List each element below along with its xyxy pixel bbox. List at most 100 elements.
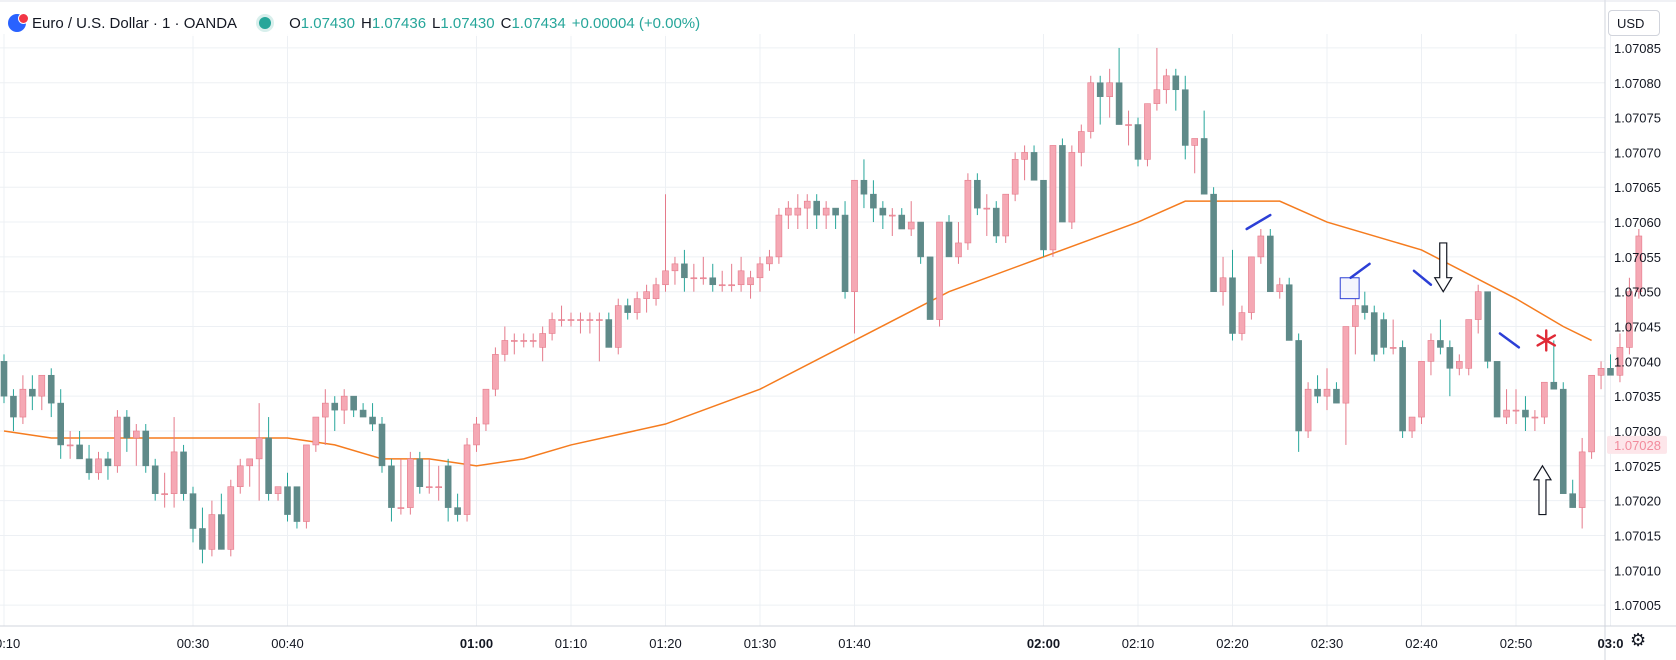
candle[interactable] bbox=[350, 395, 357, 418]
candle[interactable] bbox=[482, 388, 490, 431]
candle[interactable] bbox=[1569, 479, 1576, 508]
candle[interactable] bbox=[577, 312, 584, 334]
candle[interactable] bbox=[709, 263, 717, 292]
candle[interactable] bbox=[1333, 382, 1340, 404]
candle[interactable] bbox=[435, 465, 443, 501]
candle[interactable] bbox=[1134, 117, 1142, 167]
candle[interactable] bbox=[1418, 361, 1425, 425]
candle[interactable] bbox=[85, 444, 93, 480]
candle[interactable] bbox=[1541, 381, 1548, 425]
candle[interactable] bbox=[1200, 110, 1208, 195]
candle[interactable] bbox=[766, 249, 773, 271]
candle[interactable] bbox=[1616, 333, 1624, 383]
candle[interactable] bbox=[1068, 145, 1076, 230]
candle[interactable] bbox=[747, 270, 754, 299]
candle[interactable] bbox=[151, 458, 159, 501]
candle[interactable] bbox=[1399, 340, 1406, 438]
candle[interactable] bbox=[1550, 340, 1558, 390]
candle[interactable] bbox=[1437, 319, 1444, 355]
candle[interactable] bbox=[860, 159, 868, 209]
candle[interactable] bbox=[425, 458, 433, 494]
candle[interactable] bbox=[236, 458, 244, 494]
candle[interactable] bbox=[114, 410, 121, 473]
candle[interactable] bbox=[1323, 368, 1331, 411]
candle[interactable] bbox=[1635, 229, 1643, 299]
candle[interactable] bbox=[1106, 68, 1113, 118]
candle[interactable] bbox=[1276, 277, 1284, 299]
candle[interactable] bbox=[1503, 389, 1510, 425]
candle[interactable] bbox=[1172, 68, 1180, 111]
candle[interactable] bbox=[1456, 354, 1463, 376]
candle[interactable] bbox=[1370, 305, 1378, 362]
candle[interactable] bbox=[955, 222, 962, 264]
trend-line-drawing[interactable] bbox=[1245, 213, 1272, 231]
candle[interactable] bbox=[76, 430, 83, 460]
candle[interactable] bbox=[529, 333, 537, 348]
candle[interactable] bbox=[1125, 110, 1132, 146]
candle[interactable] bbox=[463, 437, 471, 522]
candle[interactable] bbox=[312, 416, 320, 452]
candle[interactable] bbox=[832, 207, 839, 230]
candle[interactable] bbox=[756, 256, 764, 292]
candle[interactable] bbox=[1030, 145, 1038, 181]
arrow-down-marker[interactable] bbox=[1433, 242, 1453, 293]
candle[interactable] bbox=[794, 194, 802, 230]
candle[interactable] bbox=[681, 249, 688, 292]
candle[interactable] bbox=[520, 333, 528, 348]
candle[interactable] bbox=[246, 458, 253, 487]
candle[interactable] bbox=[1304, 382, 1312, 438]
candle[interactable] bbox=[1163, 68, 1170, 104]
candle[interactable] bbox=[605, 312, 613, 348]
candle[interactable] bbox=[1248, 256, 1255, 320]
candle[interactable] bbox=[548, 312, 556, 341]
candle[interactable] bbox=[388, 458, 395, 522]
candle[interactable] bbox=[785, 201, 792, 230]
candle[interactable] bbox=[284, 472, 291, 522]
candle[interactable] bbox=[614, 298, 622, 355]
candle[interactable] bbox=[737, 256, 745, 292]
candle[interactable] bbox=[567, 312, 575, 327]
candle[interactable] bbox=[1512, 389, 1520, 425]
candle[interactable] bbox=[690, 263, 698, 292]
candle[interactable] bbox=[851, 179, 858, 334]
candle[interactable] bbox=[1408, 416, 1416, 438]
candle[interactable] bbox=[378, 417, 386, 473]
candle[interactable] bbox=[907, 201, 915, 236]
candle[interactable] bbox=[1474, 284, 1482, 334]
candle[interactable] bbox=[47, 368, 55, 418]
candle[interactable] bbox=[1096, 75, 1104, 125]
trend-line-drawing[interactable] bbox=[1349, 262, 1371, 280]
candle[interactable] bbox=[841, 201, 849, 299]
candle[interactable] bbox=[879, 201, 887, 230]
candle[interactable] bbox=[10, 389, 17, 431]
candle[interactable] bbox=[180, 444, 187, 501]
candle[interactable] bbox=[454, 493, 461, 522]
candle[interactable] bbox=[917, 221, 924, 264]
candle[interactable] bbox=[1153, 47, 1161, 111]
candle[interactable] bbox=[1314, 375, 1321, 404]
candle[interactable] bbox=[95, 451, 102, 480]
symbol-title[interactable]: Euro / U.S. Dollar · 1 · OANDA bbox=[32, 14, 238, 32]
candle[interactable] bbox=[321, 389, 329, 445]
candle[interactable] bbox=[66, 430, 74, 459]
candle[interactable] bbox=[104, 451, 112, 480]
candle[interactable] bbox=[1446, 340, 1454, 397]
candle[interactable] bbox=[142, 424, 150, 473]
candle[interactable] bbox=[1389, 319, 1397, 355]
candle[interactable] bbox=[1144, 103, 1151, 167]
candle[interactable] bbox=[199, 507, 206, 564]
candle[interactable] bbox=[407, 451, 414, 515]
settings-gear-icon[interactable]: ⚙ bbox=[1630, 630, 1647, 650]
candle[interactable] bbox=[133, 424, 140, 466]
candle[interactable] bbox=[510, 333, 518, 355]
candle[interactable] bbox=[1361, 291, 1369, 320]
trend-line-drawing[interactable] bbox=[1412, 269, 1433, 286]
candle[interactable] bbox=[1078, 124, 1085, 167]
candle[interactable] bbox=[671, 256, 679, 285]
candle[interactable] bbox=[1267, 229, 1274, 292]
candle[interactable] bbox=[1210, 187, 1217, 292]
candle[interactable] bbox=[1021, 145, 1028, 181]
candle[interactable] bbox=[775, 208, 783, 264]
candle[interactable] bbox=[38, 374, 46, 411]
candle[interactable] bbox=[1040, 179, 1047, 257]
